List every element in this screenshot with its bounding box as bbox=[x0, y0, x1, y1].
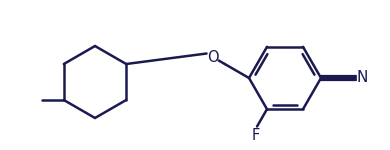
Text: N: N bbox=[357, 70, 369, 86]
Text: O: O bbox=[207, 50, 218, 64]
Text: F: F bbox=[252, 129, 260, 144]
